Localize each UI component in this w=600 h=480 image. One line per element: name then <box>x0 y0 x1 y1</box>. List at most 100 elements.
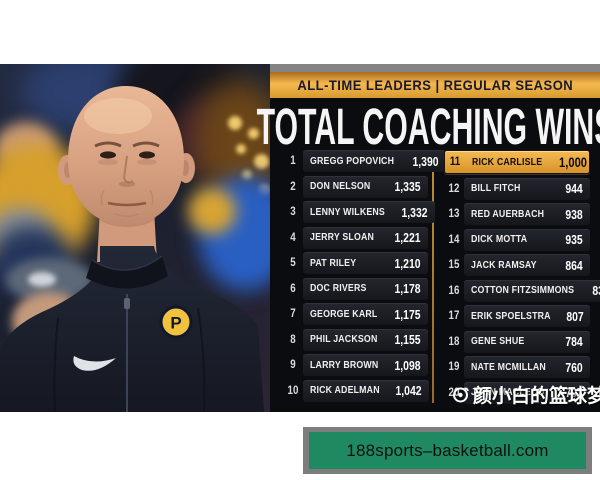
wins-value: 1,221 <box>394 230 421 245</box>
coach-name: GENE SHUE <box>471 336 525 347</box>
leader-row: 19 NATE MCMILLAN 760 <box>444 356 590 378</box>
leader-row: 8 PHIL JACKSON 1,155 <box>283 328 428 351</box>
leader-row: 12 BILL FITCH 944 <box>444 177 590 200</box>
coach-name: LARRY BROWN <box>310 359 379 371</box>
leader-row: 17 ERIK SPOELSTRA 807 <box>444 305 591 327</box>
wins-value: 935 <box>565 232 583 247</box>
wins-value: 938 <box>565 206 583 222</box>
coach-name: LENNY WILKENS <box>310 206 385 218</box>
rank-label: 17 <box>448 310 460 322</box>
leader-row: 5 PAT RILEY 1,210 <box>283 252 428 274</box>
column-divider <box>432 150 434 403</box>
leader-row: 1 GREGG POPOVICH 1,390 <box>283 150 446 172</box>
coach-name: GEORGE KARL <box>310 308 378 320</box>
row-box: GEORGE KARL 1,175 <box>303 303 428 325</box>
wins-value: 864 <box>565 257 583 273</box>
row-box: ERIK SPOELSTRA 807 <box>464 305 591 327</box>
wins-value: 707 <box>565 385 583 400</box>
jacket-collar <box>86 256 168 289</box>
wins-value: 784 <box>565 334 583 349</box>
rank-label: 1 <box>290 155 296 167</box>
rank-label: 12 <box>448 182 460 195</box>
row-box: GREGG POPOVICH 1,390 <box>303 150 446 172</box>
row-box: PAT RILEY 1,210 <box>303 252 428 274</box>
row-box: COTTON FITZSIMMONS 832 <box>464 279 600 302</box>
wins-value: 760 <box>565 359 583 375</box>
rank-label: 14 <box>448 233 460 246</box>
crowd-cap-logo <box>28 272 56 287</box>
coach-eye <box>100 151 116 159</box>
coach-name: RICK CARLISLE <box>472 156 543 168</box>
coach-name: PHIL JACKSON <box>310 334 378 345</box>
row-box: JERRY SLOAN 1,221 <box>303 226 428 249</box>
row-box: LARRY BROWN 1,098 <box>303 354 428 376</box>
leaderboard-column-left: 1 GREGG POPOVICH 1,390 2 DON NELSON 1,33… <box>283 150 446 405</box>
rank-label: 19 <box>448 361 460 373</box>
row-box: NATE MCMILLAN 760 <box>464 356 590 378</box>
coach-photo: P <box>0 64 270 412</box>
footer-site-text: 188sports–basketball.com <box>346 440 549 460</box>
coach-jacket <box>0 246 264 412</box>
watermark: 颜小白的篮球梦 <box>451 381 600 408</box>
leader-row: 3 LENNY WILKENS 1,332 <box>283 201 435 223</box>
row-box: JACK RAMSAY 864 <box>464 254 590 276</box>
row-box: JOHN MACLEOD 707 <box>464 381 590 404</box>
wins-value: 1,098 <box>394 357 421 373</box>
coach-eye <box>139 151 155 159</box>
rank-label: 9 <box>290 359 296 371</box>
rank-label: 16 <box>448 284 460 297</box>
wins-value: 944 <box>565 181 583 196</box>
rank-label: 3 <box>290 206 296 218</box>
bokeh-light <box>228 116 242 130</box>
leader-row: 6 DOC RIVERS 1,178 <box>283 277 428 300</box>
title-block: TOTAL COACHING WINS <box>256 96 600 158</box>
footer-green-box: 188sports–basketball.com <box>309 432 586 469</box>
coach-name: BILL FITCH <box>471 183 521 194</box>
leader-row: 9 LARRY BROWN 1,098 <box>283 354 428 376</box>
wins-value: 1,042 <box>395 383 422 398</box>
row-box: GENE SHUE 784 <box>464 330 590 353</box>
coach-name: DOC RIVERS <box>310 283 367 294</box>
coach-name: PAT RILEY <box>310 257 357 269</box>
coach-name: COTTON FITZSIMMONS <box>471 285 575 296</box>
wins-value: 1,178 <box>394 281 421 296</box>
wins-value: 1,335 <box>394 179 421 194</box>
row-box: BILL FITCH 944 <box>464 177 590 200</box>
rank-label: 18 <box>448 335 460 348</box>
bokeh-light <box>248 128 259 139</box>
coach-mouth <box>107 201 147 207</box>
coach-name: DICK MOTTA <box>471 234 528 245</box>
row-box: LENNY WILKENS 1,332 <box>303 201 435 223</box>
leader-row: 10 RICK ADELMAN 1,042 <box>283 379 429 402</box>
nike-swoosh-icon <box>73 356 116 371</box>
leader-row: 15 JACK RAMSAY 864 <box>444 254 590 276</box>
coach-figure: P <box>0 86 264 412</box>
wins-value: 1,000 <box>558 154 587 170</box>
leader-row: 13 RED AUERBACH 938 <box>444 203 590 225</box>
rank-label: 6 <box>290 282 296 295</box>
coach-name: JERRY SLOAN <box>310 232 375 243</box>
rank-label: 8 <box>290 333 296 346</box>
rank-label: 10 <box>287 384 299 397</box>
leader-row: 18 GENE SHUE 784 <box>444 330 590 353</box>
bokeh-light <box>254 154 269 169</box>
leader-row: 2 DON NELSON 1,335 <box>283 175 428 198</box>
coach-name: NATE MCMILLAN <box>471 361 546 373</box>
leader-row: 4 JERRY SLOAN 1,221 <box>283 226 428 249</box>
row-box: RED AUERBACH 938 <box>464 203 590 225</box>
rank-label: 2 <box>290 180 296 193</box>
leader-row: 20 JOHN MACLEOD 707 <box>444 381 590 404</box>
coach-name: RED AUERBACH <box>471 208 545 220</box>
watermark-text: 颜小白的篮球梦 <box>473 386 600 407</box>
rank-label: 4 <box>290 231 296 244</box>
leader-row: 14 DICK MOTTA 935 <box>444 228 590 251</box>
header-band: ALL-TIME LEADERS | REGULAR SEASON <box>270 72 600 98</box>
rank-label: 15 <box>448 259 460 271</box>
leaderboard-column-right: 11 RICK CARLISLE 1,000 12 BILL FITCH 944… <box>444 150 600 407</box>
wins-value: 832 <box>592 283 600 298</box>
row-box: DOC RIVERS 1,178 <box>303 277 428 300</box>
wins-value: 1,390 <box>412 153 439 169</box>
coach-name: ERIK SPOELSTRA <box>471 310 551 322</box>
pacers-logo: P <box>159 305 193 339</box>
